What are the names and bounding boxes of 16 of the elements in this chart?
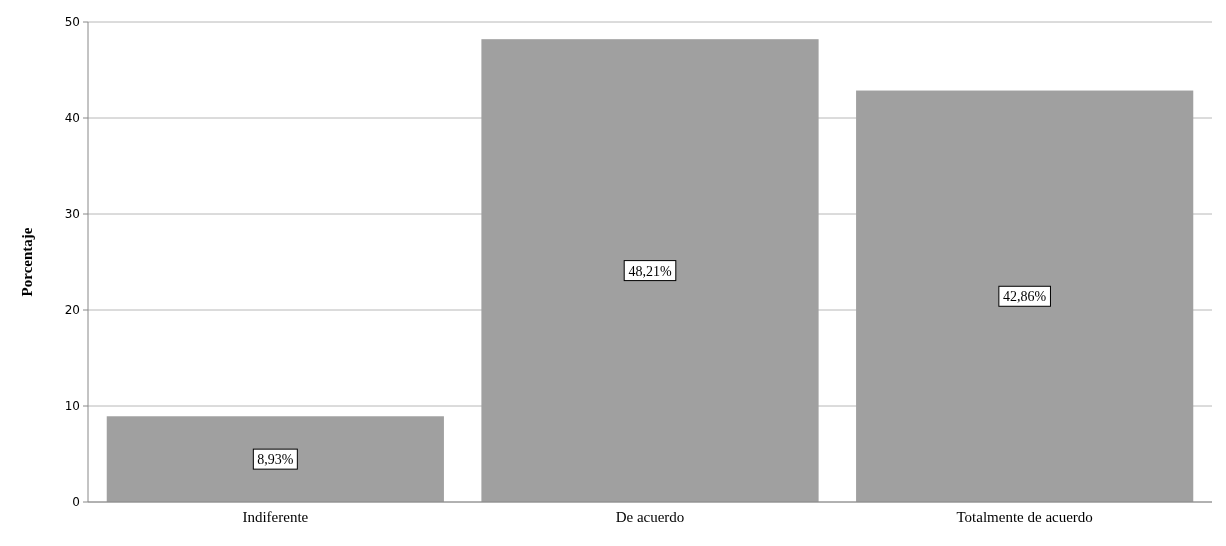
y-tick-label: 10 <box>64 399 80 413</box>
bar <box>856 90 1194 502</box>
x-tick-label: Totalmente de acuerdo <box>956 509 1093 525</box>
y-tick-label: 20 <box>64 303 80 317</box>
bar <box>481 39 819 502</box>
y-tick-label: 40 <box>64 111 80 125</box>
x-tick-label: De acuerdo <box>615 509 685 525</box>
y-tick-label: 50 <box>64 15 80 29</box>
x-tick-label: Indiferente <box>242 509 309 525</box>
data-label: 8,93% <box>257 452 294 468</box>
y-axis-title: Porcentaje <box>19 227 35 297</box>
data-label: 48,21% <box>628 263 672 279</box>
bar <box>106 416 444 502</box>
data-label: 42,86% <box>1003 289 1047 305</box>
y-tick-label: 30 <box>64 207 80 221</box>
y-tick-label: 0 <box>72 495 80 509</box>
